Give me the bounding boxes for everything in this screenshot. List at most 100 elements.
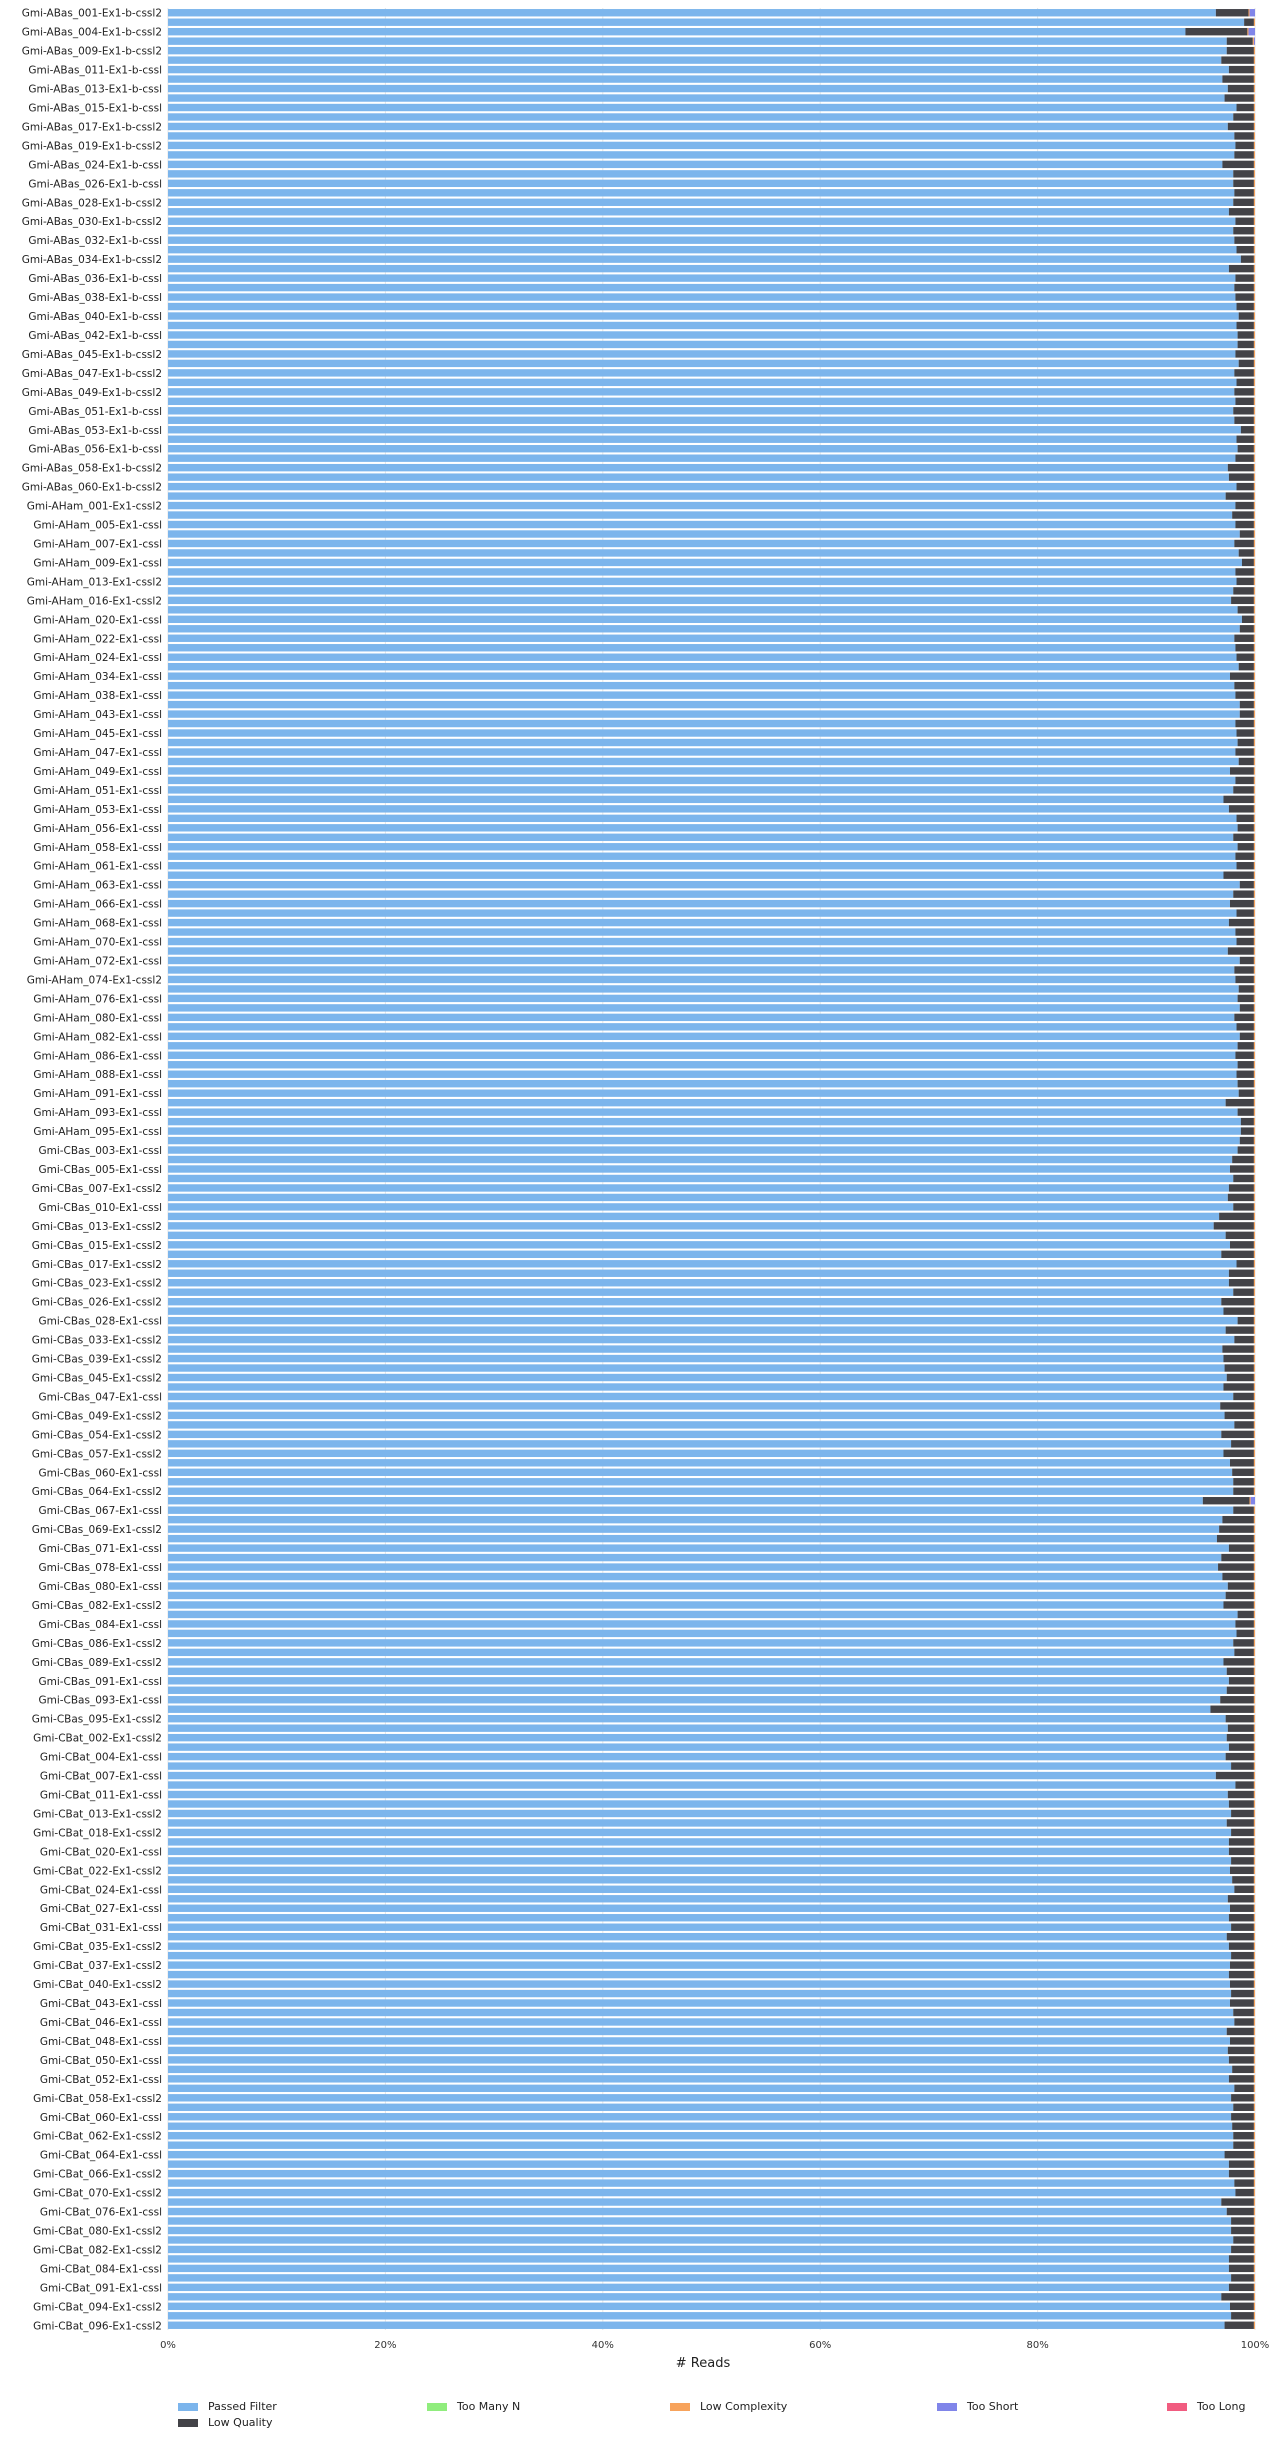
y-tick-label: Gmi-CBat_031-Ex1-cssl <box>40 1922 162 1934</box>
bar-low-complexity <box>1253 1923 1255 1931</box>
legend-item-passed-filter[interactable]: Passed Filter <box>178 2400 277 2413</box>
bar-passed-filter <box>168 1288 1234 1296</box>
bar-low-complexity <box>1253 397 1255 406</box>
bar-passed-filter <box>168 2008 1234 2017</box>
bar-low-complexity <box>1253 378 1255 387</box>
y-tick-label: Gmi-ABas_004-Ex1-b-cssl2 <box>22 27 162 39</box>
y-tick-label: Gmi-ABas_036-Ex1-b-cssl <box>28 273 162 285</box>
bar-passed-filter <box>168 2198 1222 2206</box>
bar-passed-filter <box>168 255 1241 263</box>
bar-low-complexity <box>1253 1970 1255 1979</box>
legend-item-too-long[interactable]: Too Long <box>1167 2400 1245 2413</box>
bar-low-complexity <box>1253 1705 1255 1713</box>
bar-passed-filter <box>168 2245 1232 2254</box>
bar-passed-filter <box>168 511 1233 519</box>
bar-low-quality <box>1231 1809 1254 1818</box>
legend-item-too-short[interactable]: Too Short <box>937 2400 1018 2413</box>
bar-low-complexity <box>1253 359 1255 368</box>
bar-passed-filter <box>168 1468 1233 1476</box>
bar-passed-filter <box>168 1648 1235 1657</box>
bar-low-quality <box>1239 880 1254 889</box>
bar-low-complexity <box>1253 2264 1255 2273</box>
bar-low-complexity <box>1253 1392 1255 1401</box>
bar-low-quality <box>1238 985 1254 993</box>
bar-low-complexity <box>1253 767 1255 775</box>
bar-passed-filter <box>168 1203 1234 1211</box>
bar-passed-filter <box>168 1686 1227 1694</box>
bar-low-complexity <box>1253 217 1255 225</box>
bar-passed-filter <box>168 2075 1229 2083</box>
bar-passed-filter <box>168 918 1229 927</box>
y-tick-label: Gmi-CBat_060-Ex1-cssl <box>40 2112 162 2124</box>
bar-low-complexity <box>1253 568 1255 576</box>
bar-passed-filter <box>168 1932 1227 1941</box>
bar-low-complexity <box>1253 1525 1255 1533</box>
bar-passed-filter <box>168 340 1238 349</box>
y-tick-label: Gmi-ABas_011-Ex1-b-cssl <box>28 65 162 77</box>
bar-low-quality <box>1234 681 1254 690</box>
bar-passed-filter <box>168 264 1229 273</box>
bar-too-short <box>1250 1497 1255 1505</box>
bar-passed-filter <box>168 1563 1219 1571</box>
bar-passed-filter <box>168 1108 1238 1116</box>
bar-low-complexity <box>1253 520 1255 529</box>
bar-passed-filter <box>168 1534 1217 1543</box>
bar-passed-filter <box>168 1307 1224 1315</box>
bar-low-complexity <box>1253 549 1255 557</box>
y-tick-label: Gmi-CBas_060-Ex1-cssl <box>38 1467 162 1479</box>
y-tick-label: Gmi-CBas_039-Ex1-cssl2 <box>32 1354 162 1366</box>
bar-low-complexity <box>1253 388 1255 396</box>
y-tick-label: Gmi-AHam_086-Ex1-cssl <box>33 1050 162 1062</box>
bar-low-quality <box>1234 1335 1254 1344</box>
bar-passed-filter <box>168 2056 1229 2064</box>
bar-low-quality <box>1238 312 1254 320</box>
bar-low-quality <box>1231 596 1254 605</box>
bar-low-quality <box>1234 539 1254 548</box>
y-tick-label: Gmi-ABas_013-Ex1-b-cssl <box>28 84 162 96</box>
bar-passed-filter <box>168 2312 1232 2320</box>
bar-low-complexity <box>1253 653 1255 661</box>
bar-passed-filter <box>168 1506 1234 1514</box>
legend-swatch <box>937 2402 957 2411</box>
bar-low-quality <box>1228 2160 1254 2168</box>
bar-low-quality <box>1233 227 1254 235</box>
bar-low-quality <box>1239 1004 1254 1012</box>
bar-passed-filter <box>168 473 1229 481</box>
bar-passed-filter <box>168 1895 1228 1903</box>
bar-low-complexity <box>1253 189 1255 197</box>
bar-low-quality <box>1233 1506 1254 1514</box>
legend-item-low-complexity[interactable]: Low Complexity <box>670 2400 787 2413</box>
y-tick-label: Gmi-CBat_020-Ex1-cssl <box>40 1846 162 1858</box>
legend-label: Too Short <box>967 2400 1019 2413</box>
bar-passed-filter <box>168 634 1235 642</box>
bar-low-complexity <box>1253 2236 1255 2244</box>
y-tick-label: Gmi-ABas_019-Ex1-b-cssl2 <box>22 140 162 152</box>
y-tick-label: Gmi-ABas_058-Ex1-b-cssl2 <box>22 463 162 475</box>
bar-passed-filter <box>168 2236 1234 2244</box>
y-tick-label: Gmi-CBat_007-Ex1-cssl <box>40 1771 162 1783</box>
bar-low-quality <box>1231 2094 1254 2102</box>
bar-low-quality <box>1216 1534 1254 1543</box>
x-tick-label: 40% <box>592 2340 614 2351</box>
bar-passed-filter <box>168 909 1237 917</box>
legend-item-too-many-n[interactable]: Too Many N <box>427 2400 520 2413</box>
bar-low-quality <box>1237 1610 1254 1619</box>
bar-low-quality <box>1229 1866 1254 1875</box>
y-tick-label: Gmi-CBas_093-Ex1-cssl <box>38 1695 162 1707</box>
bar-low-complexity <box>1253 302 1255 311</box>
bar-passed-filter <box>168 151 1235 159</box>
bar-passed-filter <box>168 748 1236 756</box>
bar-low-quality <box>1229 1241 1254 1249</box>
bar-low-quality <box>1233 786 1254 794</box>
bar-low-complexity <box>1253 2132 1255 2140</box>
bar-low-quality <box>1229 899 1254 908</box>
bar-low-complexity <box>1253 227 1255 235</box>
bar-passed-filter <box>168 1184 1229 1192</box>
legend-item-low-quality[interactable]: Low Quality <box>178 2416 272 2429</box>
bar-low-quality <box>1224 1364 1254 1372</box>
x-tick-label: 20% <box>374 2340 396 2351</box>
x-tick-label: 80% <box>1026 2340 1048 2351</box>
bar-low-complexity <box>1253 492 1255 500</box>
bar-low-quality <box>1226 1667 1254 1676</box>
bar-low-quality <box>1237 1146 1254 1154</box>
